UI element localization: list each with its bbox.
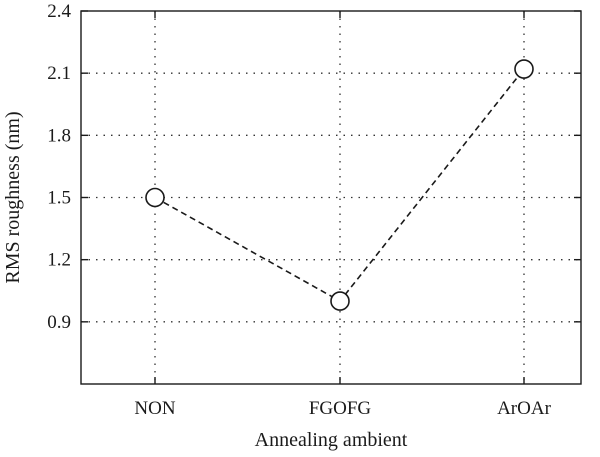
data-point <box>145 187 165 208</box>
x-axis-label: Annealing ambient <box>255 429 408 451</box>
x-tick-label: ArOAr <box>497 398 551 419</box>
y-tick-label: 1.2 <box>47 250 71 271</box>
y-tick-labels: 0.9 1.2 1.5 1.8 2.1 2.4 <box>47 1 71 333</box>
y-axis-label: RMS roughness (nm) <box>2 111 24 283</box>
ticks <box>81 10 581 384</box>
x-tick-label: FGOFG <box>309 398 372 419</box>
y-tick-label: 2.1 <box>47 63 71 84</box>
data-point <box>330 291 350 311</box>
markers <box>145 59 534 311</box>
y-tick-label: 0.9 <box>47 312 71 333</box>
y-tick-label: 2.4 <box>47 1 71 22</box>
x-tick-label: NON <box>134 398 175 419</box>
y-tick-label: 1.5 <box>47 188 71 209</box>
y-tick-label: 1.8 <box>47 125 71 146</box>
x-tick-labels: NON FGOFG ArOAr <box>134 398 551 419</box>
data-point <box>514 59 534 79</box>
